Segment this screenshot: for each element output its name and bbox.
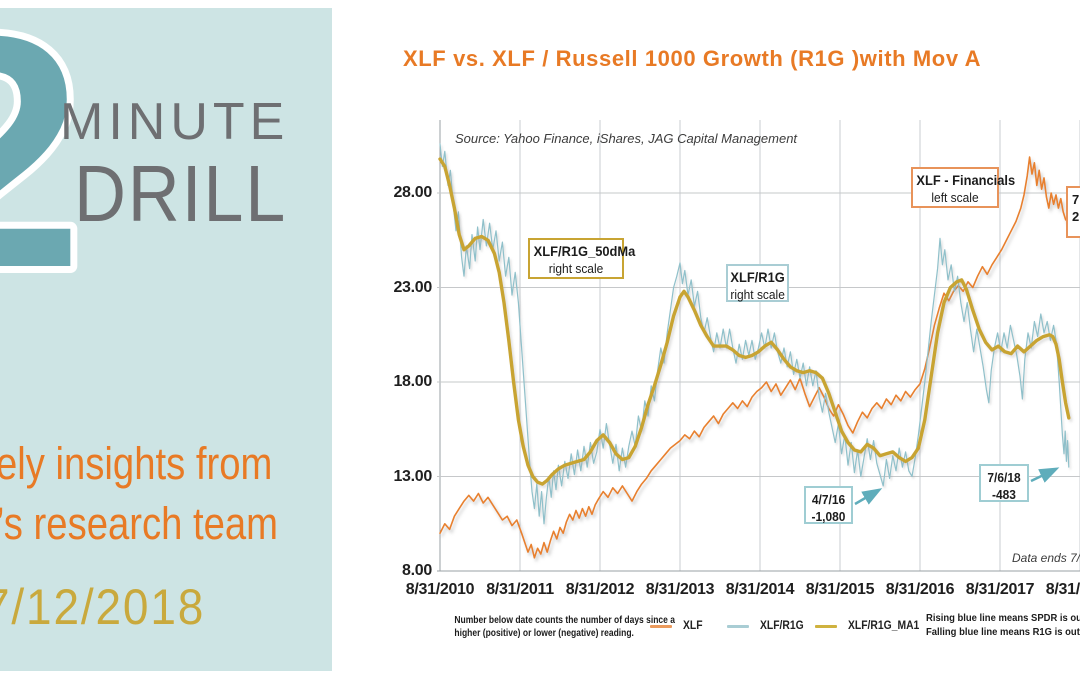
callout-ma-right-scale: XLF/R1G_50dMa right scale — [528, 238, 636, 279]
x-tick-8-31-2014: 8/31/2014 — [725, 581, 795, 598]
callout-low1-value: -1,080 — [811, 509, 846, 524]
callout-edge-line2: 2 — [1072, 209, 1080, 224]
x-tick-8-31-2016: 8/31/2016 — [885, 581, 955, 598]
callout-ma-title: XLF/R1G_50dMa — [533, 243, 636, 259]
callout-edge-clipped: 7 2 — [1066, 186, 1080, 238]
callout-low-2016: 4/7/16 -1,080 — [804, 486, 853, 524]
callout-ratio-sub: right scale — [730, 287, 785, 302]
callout-edge-line1: 7 — [1072, 192, 1080, 207]
legend-dash-ma — [815, 624, 837, 628]
y-tick-13.00: 13.00 — [393, 467, 432, 485]
post-date: 7/12/2018 — [0, 579, 206, 635]
x-tick-8-31-2011: 8/31/2011 — [486, 581, 554, 598]
legend-dash-ratio — [727, 624, 749, 628]
data-series — [438, 143, 1071, 559]
series-line-xlf-r1g-ma1 — [438, 157, 1071, 486]
callout-ma-sub: right scale — [548, 261, 604, 276]
y-tick-23.00: 23.00 — [393, 278, 432, 296]
brand-panel: 2 MINUTE DRILL ely insights from ’s rese… — [0, 8, 332, 671]
legend-label-xlf: XLF — [683, 620, 703, 632]
x-tick-8-31-2012: 8/31/2012 — [565, 581, 635, 598]
footnote-left-line1: Number below date counts the number of d… — [454, 615, 675, 626]
callout-low-2018: 7/6/18 -483 — [979, 464, 1029, 502]
big-digit-graphic: 2 — [0, 8, 91, 328]
footnote-left-line2: higher (positive) or lower (negative) re… — [454, 628, 634, 639]
x-tick-8-31-2010: 8/31/2010 — [405, 581, 475, 598]
x-tick-8-31-2017: 8/31/2017 — [965, 581, 1035, 598]
legend-item-xlf: XLF — [650, 620, 705, 632]
footnote-right-line1: Rising blue line means SPDR is outperfor… — [926, 612, 1080, 624]
footnote-right: Rising blue line means SPDR is outperfor… — [926, 611, 1080, 639]
callout-ratio-right-scale: XLF/R1G right scale — [726, 264, 789, 302]
series-line-xlf-r1g — [439, 143, 1070, 525]
callout-low2-date: 7/6/18 — [987, 470, 1021, 485]
big-digit: 2 — [0, 8, 84, 328]
annotation-arrows — [854, 467, 1060, 506]
callout-xlf-left-scale: XLF - Financials left scale — [911, 167, 1016, 208]
callout-ratio-title: XLF/R1G — [730, 269, 785, 285]
x-tick-8-31-2015: 8/31/2015 — [805, 581, 875, 598]
arrow-low2 — [1030, 467, 1060, 483]
callout-low2-value: -483 — [992, 487, 1016, 502]
callout-xlf-title: XLF - Financials — [916, 172, 1016, 188]
callout-low1-date: 4/7/16 — [811, 492, 846, 507]
tagline-line1: ely insights from — [0, 438, 273, 489]
tagline-line2: ’s research team — [0, 498, 279, 549]
brand-title-minute: MINUTE — [60, 93, 290, 151]
data-ends-note: Data ends 7/9/18 — [1012, 551, 1080, 565]
y-tick-18.00: 18.00 — [393, 373, 432, 390]
source-note: Source: Yahoo Finance, iShares, JAG Capi… — [455, 131, 798, 146]
legend-item-ratio: XLF/R1G — [727, 620, 809, 632]
arrow-low1 — [854, 488, 883, 506]
legend-label-ma: XLF/R1G_MA1 — [848, 620, 920, 632]
series-line-xlf — [439, 156, 1070, 559]
brand-title-drill: DRILL — [74, 149, 288, 238]
y-tick-8.00: 8.00 — [402, 562, 432, 579]
chart-title: XLF vs. XLF / Russell 1000 Growth (R1G )… — [403, 46, 982, 71]
y-tick-28.00: 28.00 — [393, 184, 432, 201]
footnote-right-line2: Falling blue line means R1G is outperfor… — [926, 626, 1080, 638]
x-tick-8-31-2018: 8/31/2018 — [1045, 581, 1080, 598]
legend-dash-xlf — [650, 624, 672, 628]
legend-label-ratio: XLF/R1G — [760, 620, 804, 632]
x-tick-8-31-2013: 8/31/2013 — [645, 581, 715, 598]
tagline: ely insights from ’s research team — [0, 434, 278, 554]
callout-xlf-sub: left scale — [931, 190, 979, 205]
legend-item-ma: XLF/R1G_MA1 — [815, 620, 927, 632]
footnote-left: Number below date counts the number of d… — [454, 614, 675, 640]
